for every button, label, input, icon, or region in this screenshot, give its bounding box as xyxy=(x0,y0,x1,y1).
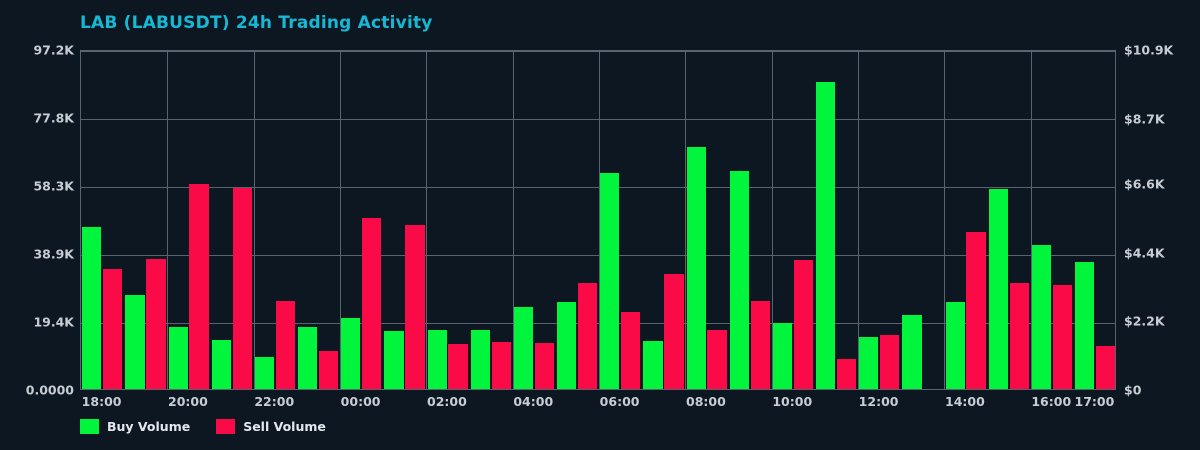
legend-entry[interactable]: Buy Volume xyxy=(80,419,190,434)
buy-volume-bar xyxy=(643,341,663,389)
x-axis-tick-label: 12:00 xyxy=(858,394,899,409)
buy-volume-bar xyxy=(686,146,706,389)
buy-volume-bar xyxy=(729,171,749,389)
horizontal-gridline xyxy=(81,118,1115,120)
plot-area xyxy=(80,50,1116,390)
sell-volume-bar xyxy=(491,341,511,389)
sell-volume-bar xyxy=(275,300,296,389)
sell-volume-bar xyxy=(534,342,555,389)
sell-volume-bar xyxy=(1095,346,1116,389)
legend-label: Sell Volume xyxy=(243,419,326,434)
sell-volume-bar xyxy=(146,258,166,389)
buy-volume-bar xyxy=(945,301,965,389)
sell-swatch xyxy=(216,419,236,434)
x-axis-tick-label: 10:00 xyxy=(772,394,813,409)
chart-legend: Buy Volume Sell Volume xyxy=(80,419,326,434)
buy-volume-bar xyxy=(211,340,231,389)
legend-label: Buy Volume xyxy=(107,419,191,434)
buy-swatch xyxy=(80,419,99,434)
buy-volume-bar xyxy=(254,356,275,389)
vertical-gridline xyxy=(512,51,514,389)
x-axis-tick-label: 00:00 xyxy=(340,394,381,409)
horizontal-gridline xyxy=(81,51,1115,52)
vertical-gridline xyxy=(167,51,169,389)
vertical-gridline xyxy=(685,51,687,389)
left-axis-tick-label: 77.8K xyxy=(33,110,74,126)
sell-volume-bar xyxy=(621,312,641,389)
chart-title: LAB (LABUSDT) 24h Trading Activity xyxy=(80,13,433,33)
x-axis-tick-label: 22:00 xyxy=(254,394,295,409)
sell-volume-bar xyxy=(966,232,986,389)
x-axis-tick-label: 02:00 xyxy=(427,394,467,409)
x-axis-tick-label: 17:00 xyxy=(1074,394,1115,409)
buy-volume-bar xyxy=(557,302,577,389)
sell-volume-bar xyxy=(880,334,900,389)
vertical-gridline xyxy=(771,51,773,389)
sell-volume-bar xyxy=(189,184,209,389)
sell-volume-bar xyxy=(1009,283,1029,389)
buy-volume-bar xyxy=(427,330,447,389)
x-axis-tick-label: 20:00 xyxy=(168,394,208,409)
left-axis-tick-label: 38.9K xyxy=(33,246,74,262)
horizontal-gridline xyxy=(81,254,1115,256)
buy-volume-bar xyxy=(600,173,620,389)
buy-volume-bar xyxy=(988,188,1008,389)
vertical-gridline xyxy=(944,51,946,389)
sell-volume-bar xyxy=(707,330,727,389)
right-axis-tick-label: $6.6K xyxy=(1124,176,1165,192)
vertical-gridline xyxy=(426,51,428,389)
left-axis-tick-label: 97.2K xyxy=(33,42,74,58)
left-axis-tick-label: 58.3K xyxy=(33,178,74,194)
right-axis-tick-label: $4.4K xyxy=(1124,245,1165,261)
sell-volume-bar xyxy=(318,351,339,389)
right-axis-tick-label: $2.2K xyxy=(1124,313,1165,329)
legend-entry[interactable]: Sell Volume xyxy=(216,419,326,434)
bars-layer xyxy=(81,51,1116,389)
vertical-gridline xyxy=(253,51,255,389)
sell-volume-bar xyxy=(664,273,684,389)
left-axis-tick-label: 0.0000 xyxy=(25,382,74,398)
buy-volume-bar xyxy=(513,306,534,389)
x-axis-tick-label: 14:00 xyxy=(945,394,985,409)
right-axis-tick-label: $8.7K xyxy=(1124,111,1165,127)
buy-volume-bar xyxy=(168,326,188,389)
right-axis-tick-label: $10.9K xyxy=(1124,42,1174,58)
vertical-gridline xyxy=(599,51,600,389)
buy-volume-bar xyxy=(816,82,836,389)
sell-volume-bar xyxy=(103,269,123,389)
sell-volume-bar xyxy=(232,188,252,389)
sell-volume-bar xyxy=(405,224,425,389)
vertical-gridline xyxy=(1030,51,1032,389)
x-axis-tick-label: 16:00 xyxy=(1031,394,1072,409)
x-axis-tick-label: 04:00 xyxy=(513,394,554,409)
sell-volume-bar xyxy=(577,283,598,389)
x-axis-tick-label: 08:00 xyxy=(686,394,726,409)
buy-volume-bar xyxy=(82,227,102,389)
x-axis-tick-label: 18:00 xyxy=(81,394,122,409)
buy-volume-bar xyxy=(859,336,879,389)
left-axis-tick-label: 19.4K xyxy=(33,314,74,330)
buy-volume-bar xyxy=(902,314,922,389)
sell-volume-bar xyxy=(362,217,382,389)
sell-volume-bar xyxy=(793,260,814,389)
buy-volume-bar xyxy=(1075,262,1095,389)
buy-volume-bar xyxy=(772,322,793,389)
buy-volume-bar xyxy=(298,326,318,389)
buy-volume-bar xyxy=(470,329,490,389)
sell-volume-bar xyxy=(750,300,770,389)
buy-volume-bar xyxy=(384,331,404,389)
right-axis-tick-label: $0 xyxy=(1124,382,1142,398)
buy-volume-bar xyxy=(1031,244,1052,389)
x-axis-tick-label: 06:00 xyxy=(599,394,640,409)
buy-volume-bar xyxy=(125,294,145,389)
sell-volume-bar xyxy=(1052,284,1073,389)
horizontal-gridline xyxy=(81,323,1115,325)
horizontal-gridline xyxy=(81,187,1115,189)
sell-volume-bar xyxy=(836,358,857,389)
sell-volume-bar xyxy=(448,343,468,389)
vertical-gridline xyxy=(858,51,859,389)
vertical-gridline xyxy=(340,51,341,389)
buy-volume-bar xyxy=(341,318,361,389)
